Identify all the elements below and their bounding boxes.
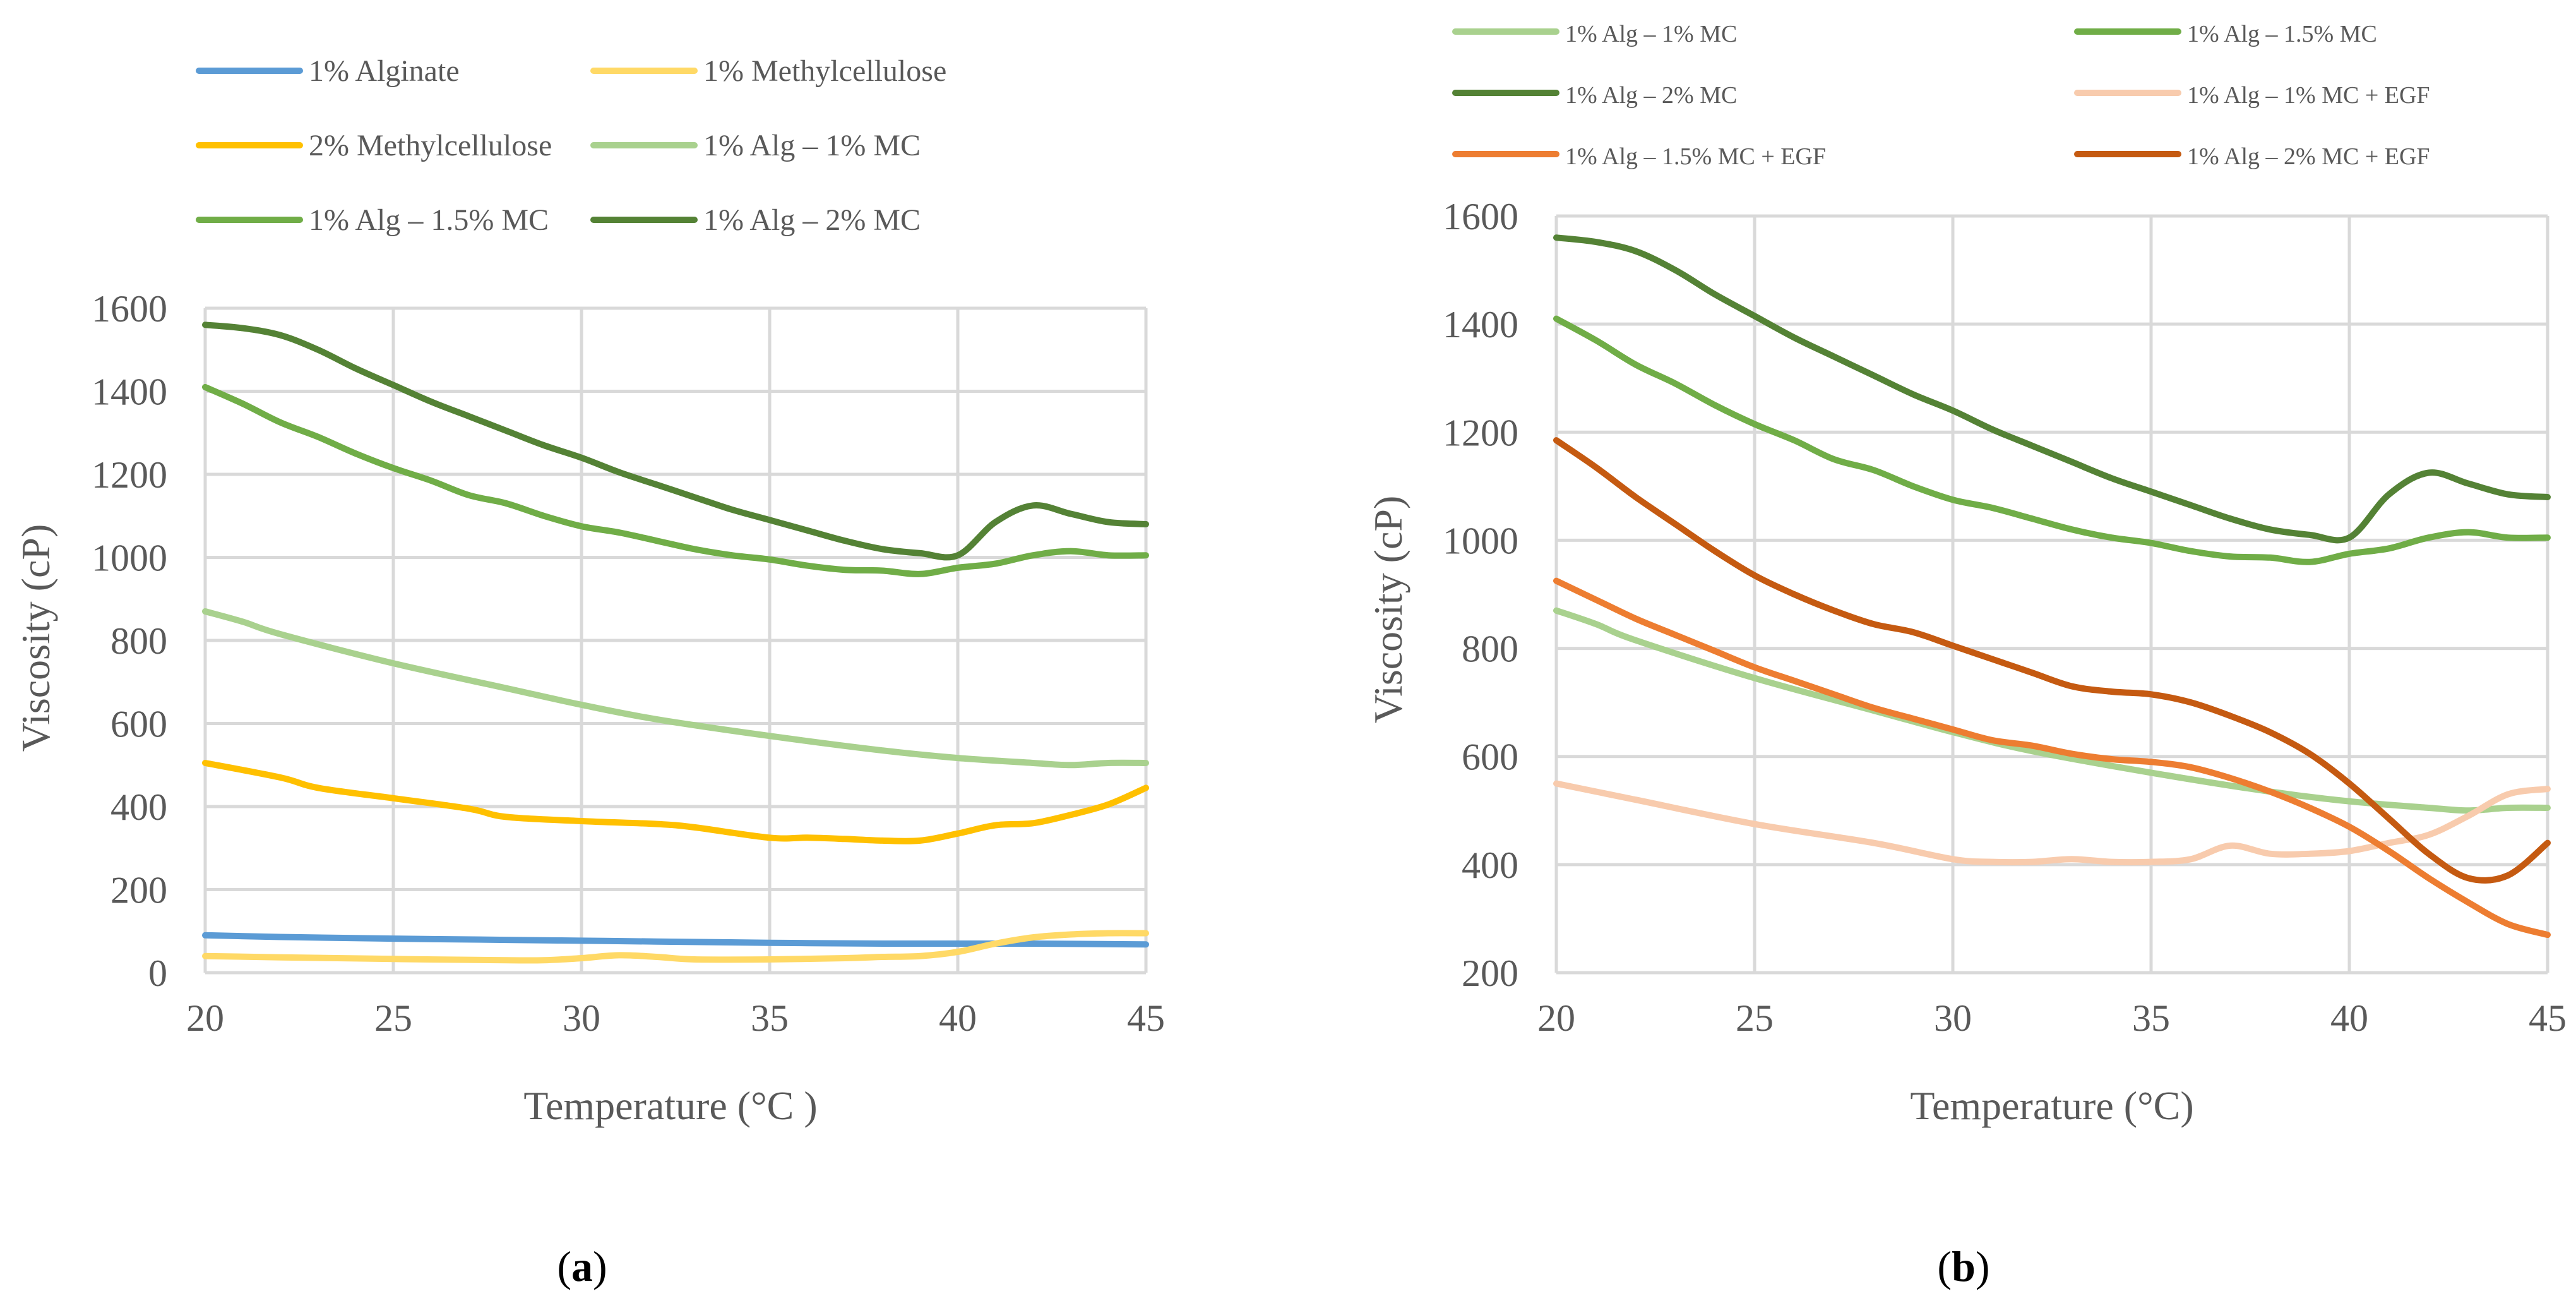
series-lines-b [1553, 234, 2551, 939]
legend-label: 1% Alg – 1.5% MC [309, 203, 549, 237]
legend-label: 1% Methylcellulose [703, 54, 946, 88]
panel-label-b: (b) [1937, 1242, 1989, 1290]
series-lines-a [202, 321, 1149, 964]
y-tick-label: 1000 [1443, 520, 1518, 561]
series-line [202, 930, 1149, 964]
tick-labels-a: 0 200 400 600 800 1000 1200 1400 1600 20 25 30 35 40 4… [92, 288, 1165, 1039]
legend-a: 1% Alginate 1% Methylcellulose 2% Methylce… [196, 54, 946, 237]
grid-b [1554, 214, 2549, 975]
y-tick-label: 1600 [1443, 196, 1518, 237]
panel-label-b-close: ) [1976, 1242, 1990, 1290]
series-line [202, 608, 1149, 769]
x-axis-title-a: Temperature (°C ) [523, 1083, 817, 1128]
y-tick-label: 1400 [1443, 304, 1518, 345]
x-tick-label: 40 [939, 997, 977, 1039]
legend-label: 1% Alg – 2% MC [1565, 82, 1737, 109]
y-tick-label: 600 [110, 704, 167, 745]
legend-label: 2% Methylcellulose [309, 129, 552, 162]
legend-label: 1% Alg – 2% MC [703, 203, 921, 237]
y-tick-label: 1400 [92, 371, 167, 413]
x-tick-label: 30 [1934, 997, 1972, 1039]
series-line [1553, 577, 2551, 939]
legend-label: 1% Alg – 1% MC [1565, 21, 1737, 47]
panel-label-a-letter: a [571, 1242, 593, 1290]
y-tick-label: 1200 [1443, 412, 1518, 453]
y-tick-label: 400 [110, 786, 167, 828]
panel-label-b-open: ( [1937, 1242, 1952, 1290]
x-axis-title-b: Temperature (°C) [1910, 1083, 2193, 1128]
series-line [1553, 780, 2551, 866]
series-line [1553, 315, 2551, 565]
x-tick-label: 25 [1736, 997, 1774, 1039]
panel-label-b-letter: b [1952, 1242, 1976, 1290]
x-tick-label: 40 [2330, 997, 2368, 1039]
series-line [202, 383, 1149, 577]
tick-labels-b: 200 400 600 800 1000 1200 1400 1600 20 25 30 35 40 45 [1443, 196, 2567, 1039]
x-tick-label: 20 [186, 997, 224, 1039]
legend-label: 1% Alg – 1% MC [703, 129, 921, 162]
y-axis-title-a: Viscosity (cP) [13, 524, 58, 752]
x-tick-label: 35 [751, 997, 789, 1039]
y-tick-label: 800 [1462, 628, 1518, 670]
y-tick-label: 1000 [92, 537, 167, 579]
series-line [1553, 437, 2551, 884]
chart-panel-b: 200 400 600 800 1000 1200 1400 1600 20 25 30 35 40 45… [1366, 21, 2567, 1290]
x-tick-label: 30 [563, 997, 600, 1039]
x-tick-label: 45 [2529, 997, 2567, 1039]
panel-label-a: (a) [557, 1242, 607, 1290]
y-tick-label: 1200 [92, 454, 167, 496]
legend-label: 1% Alg – 1% MC + EGF [2187, 82, 2430, 109]
legend-label: 1% Alginate [309, 54, 460, 88]
legend-b: 1% Alg – 1% MC 1% Alg – 1.5% MC 1% Alg – 2… [1452, 21, 2430, 170]
series-line [1553, 234, 2551, 544]
grid-a [203, 306, 1148, 975]
legend-label: 1% Alg – 2% MC + EGF [2187, 143, 2430, 170]
y-tick-label: 200 [110, 870, 167, 911]
panel-label-a-close: ) [593, 1242, 607, 1290]
y-tick-label: 600 [1462, 736, 1518, 778]
y-tick-label: 400 [1462, 844, 1518, 886]
series-line [202, 760, 1149, 844]
y-tick-label: 200 [1462, 952, 1518, 994]
y-axis-title-b: Viscosity (cP) [1366, 496, 1410, 724]
legend-label: 1% Alg – 1.5% MC + EGF [1565, 143, 1826, 170]
x-tick-label: 35 [2132, 997, 2170, 1039]
x-tick-label: 20 [1537, 997, 1575, 1039]
x-tick-label: 45 [1127, 997, 1165, 1039]
series-line [202, 321, 1149, 561]
y-tick-label: 800 [110, 620, 167, 662]
y-tick-label: 1600 [92, 288, 167, 330]
series-line [1553, 607, 2551, 814]
legend-label: 1% Alg – 1.5% MC [2187, 21, 2377, 47]
panel-label-a-open: ( [557, 1242, 571, 1290]
y-tick-label: 0 [148, 952, 167, 994]
chart-panel-a: 0 200 400 600 800 1000 1200 1400 1600 20 25 30 35 40 4… [13, 54, 1165, 1290]
x-tick-label: 25 [374, 997, 412, 1039]
